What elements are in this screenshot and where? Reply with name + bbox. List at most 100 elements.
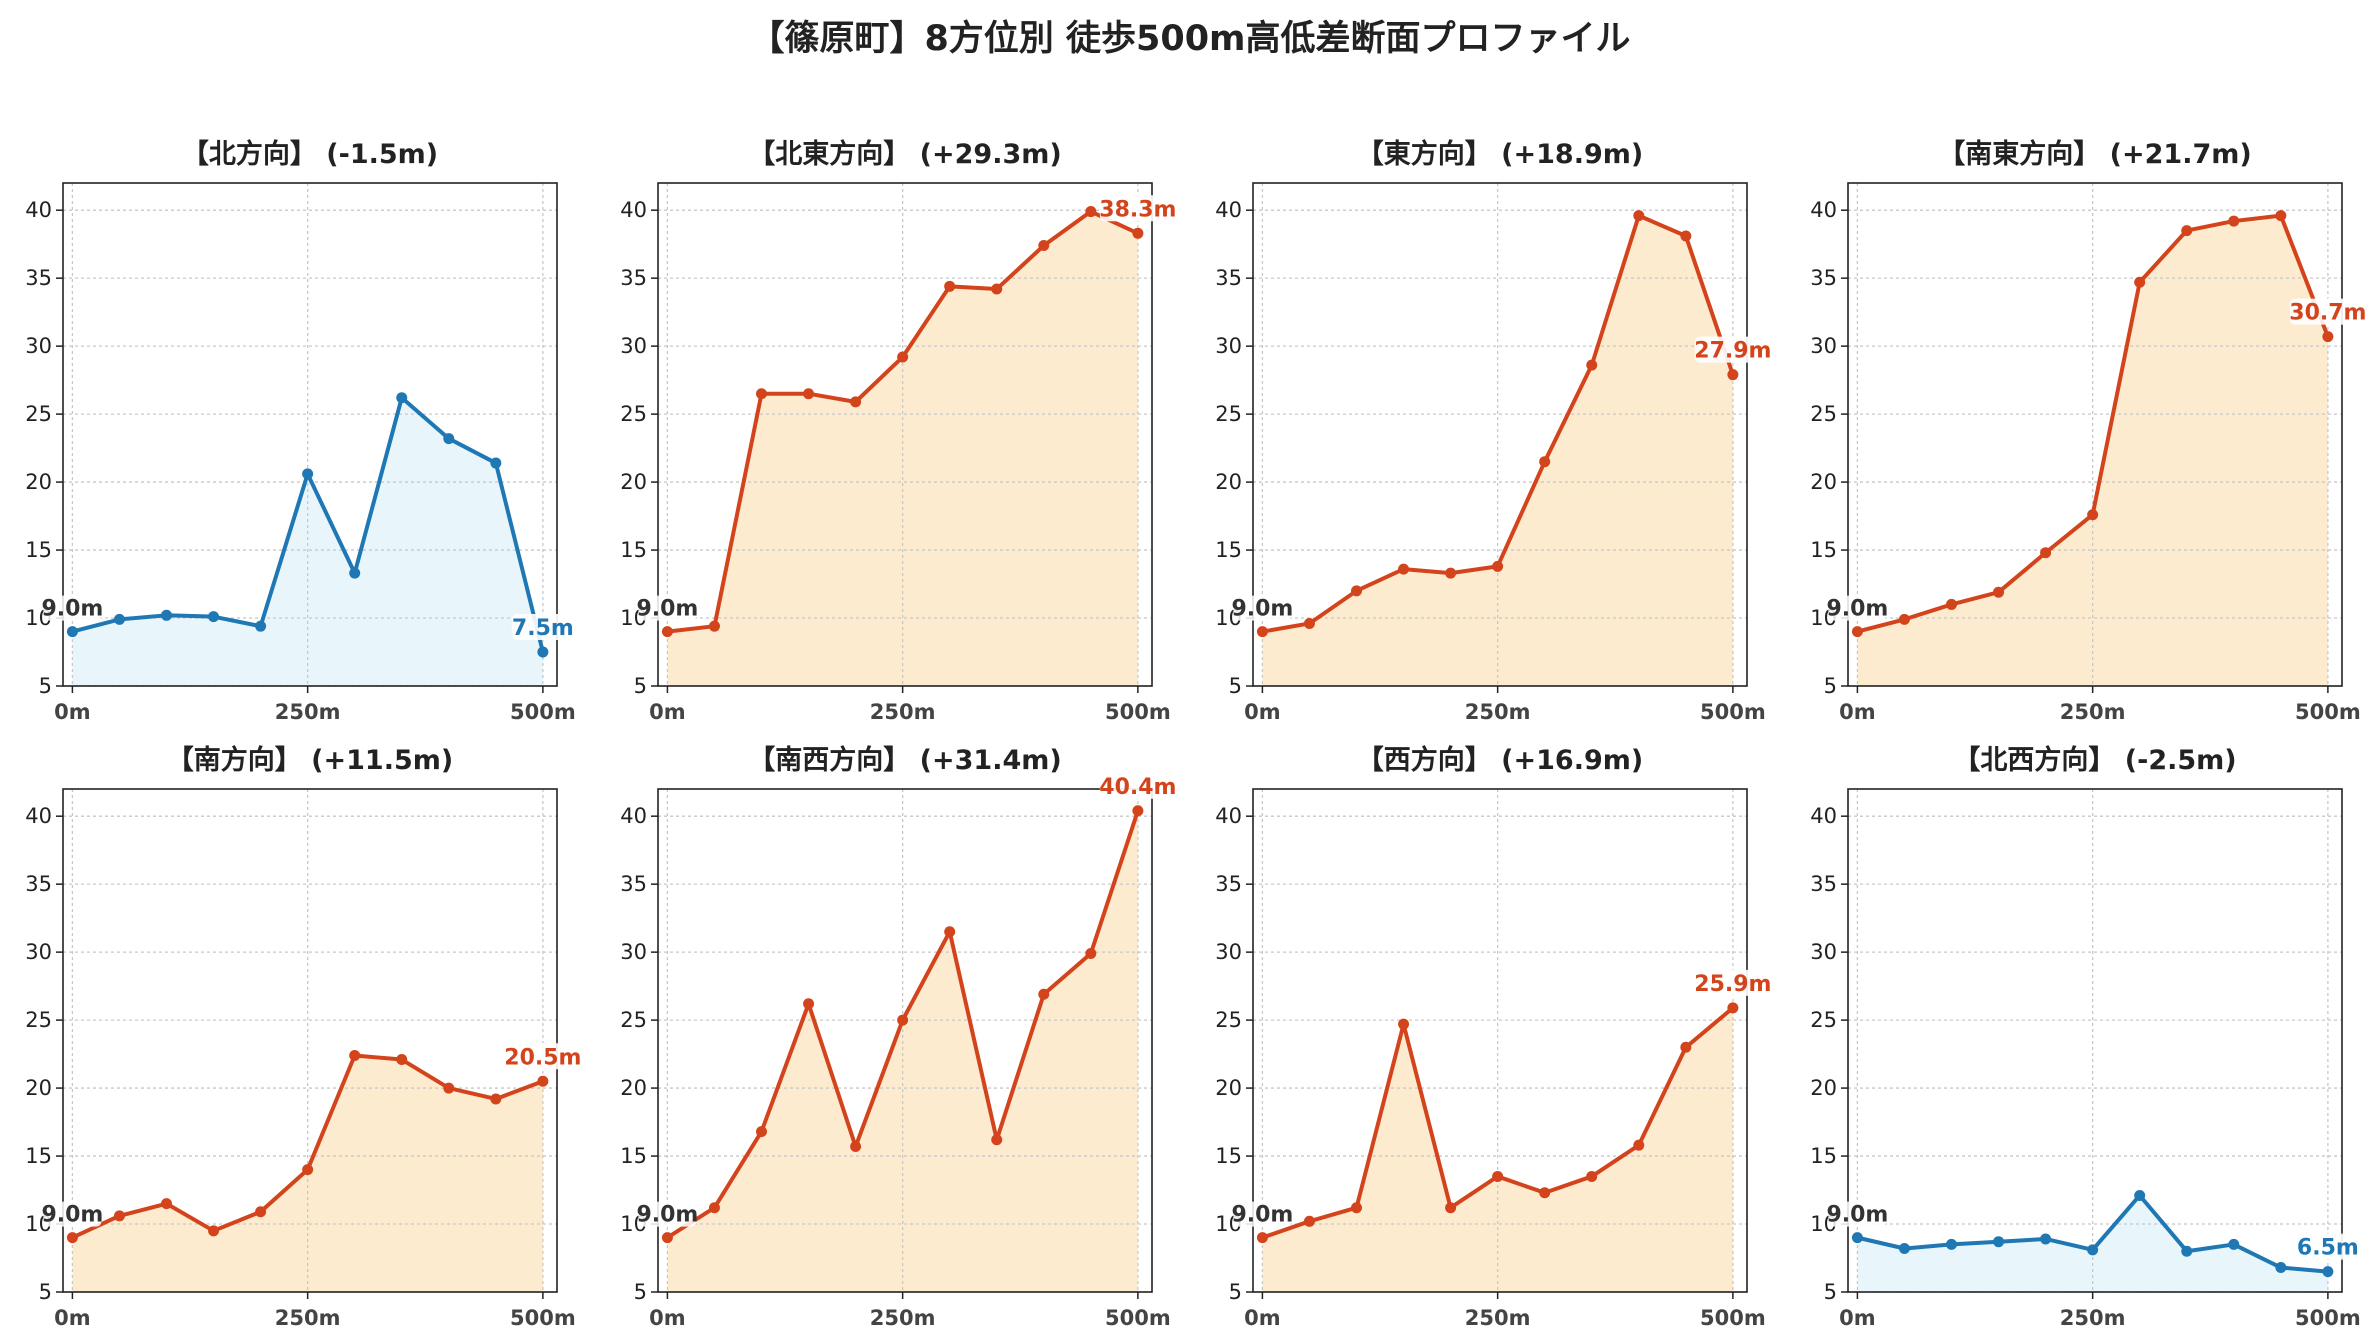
data-point [2134,276,2146,288]
data-point [1038,988,1050,1000]
y-tick-label: 15 [620,538,647,562]
plot-frame [657,182,1153,687]
start-label: 9.0m [636,597,698,622]
plot-frame [1847,788,2343,1293]
data-point [537,646,549,658]
x-tick-label: 500m [2295,1306,2361,1330]
y-tick-label: 25 [25,402,52,426]
area-fill [1857,1195,2328,1292]
plot-frame [62,788,558,1293]
panel-title: 【南方向】 (+11.5m) [167,744,453,776]
end-label-bg [1694,336,1771,363]
x-tick-label: 250m [870,700,936,724]
y-tick-label: 25 [620,402,647,426]
data-point [2087,509,2099,521]
y-tick-label: 20 [1810,470,1837,494]
data-point [113,1210,125,1222]
y-tick-label: 35 [1810,266,1837,290]
data-point [1398,1018,1410,1030]
y-tick-label: 5 [1824,1280,1837,1304]
y-tick-label: 15 [620,1144,647,1168]
x-tick-label: 250m [275,1306,341,1330]
data-point [1680,230,1692,242]
data-point [443,433,455,445]
data-point [1586,359,1598,371]
y-tick-label: 25 [1215,402,1242,426]
y-tick-label: 40 [620,198,647,222]
panel-title: 【南西方向】 (+31.4m) [748,744,1061,776]
data-point [66,626,78,638]
data-point [803,388,815,400]
data-point [756,1126,768,1138]
y-tick-label: 35 [1215,872,1242,896]
data-point [1445,567,1457,579]
data-point [302,1164,314,1176]
data-point [2181,225,2193,237]
data-point [490,457,502,469]
start-label-bg [43,1201,102,1227]
y-tick-label: 20 [620,470,647,494]
data-point [161,1198,173,1210]
y-tick-label: 40 [25,804,52,828]
end-label-bg [2289,298,2366,325]
data-point [302,468,314,480]
y-tick-label: 20 [1810,1076,1837,1100]
data-point [1351,585,1363,597]
data-point [1492,1170,1504,1182]
y-tick-label: 15 [25,538,52,562]
start-label-bg [1233,595,1292,621]
x-tick-label: 0m [649,700,686,724]
x-tick-label: 250m [275,700,341,724]
data-point [944,926,956,938]
y-tick-label: 5 [634,1280,647,1304]
data-point [2322,1266,2334,1278]
data-point [1727,369,1739,381]
data-point [2228,1238,2240,1250]
start-label: 9.0m [636,1203,698,1228]
start-label: 9.0m [1826,597,1888,622]
data-point [1851,1232,1863,1244]
data-point [708,1202,720,1214]
data-point [1085,206,1097,218]
data-point [1256,626,1268,638]
data-point [850,1141,862,1153]
start-label-bg [43,595,102,621]
area-fill [1857,215,2328,687]
y-tick-label: 25 [620,1008,647,1032]
data-point [161,609,173,621]
x-tick-label: 500m [2295,700,2361,724]
end-label: 40.4m [1099,775,1176,800]
data-point [1539,456,1551,468]
plot-area [1848,789,2342,1292]
y-tick-label: 35 [620,266,647,290]
end-label: 30.7m [2289,301,2366,326]
data-point [708,620,720,632]
y-tick-label: 15 [1215,538,1242,562]
data-point [2087,1244,2099,1256]
data-point [2275,1262,2287,1274]
panel-title: 【東方向】 (+18.9m) [1357,138,1643,170]
plot-frame [62,182,558,687]
x-tick-label: 250m [1465,1306,1531,1330]
data-point [2228,215,2240,227]
data-point [255,1206,267,1218]
data-point [443,1082,455,1094]
y-tick-label: 20 [1215,1076,1242,1100]
x-tick-label: 0m [1839,1306,1876,1330]
plot-frame [1252,788,1748,1293]
x-tick-label: 250m [870,1306,936,1330]
data-point [396,392,408,404]
data-point [661,626,673,638]
data-point [1993,1236,2005,1248]
data-point [349,1049,361,1061]
end-label: 27.9m [1694,339,1771,364]
y-tick-label: 30 [620,334,647,358]
data-point [897,351,909,363]
data-point [1633,1139,1645,1151]
